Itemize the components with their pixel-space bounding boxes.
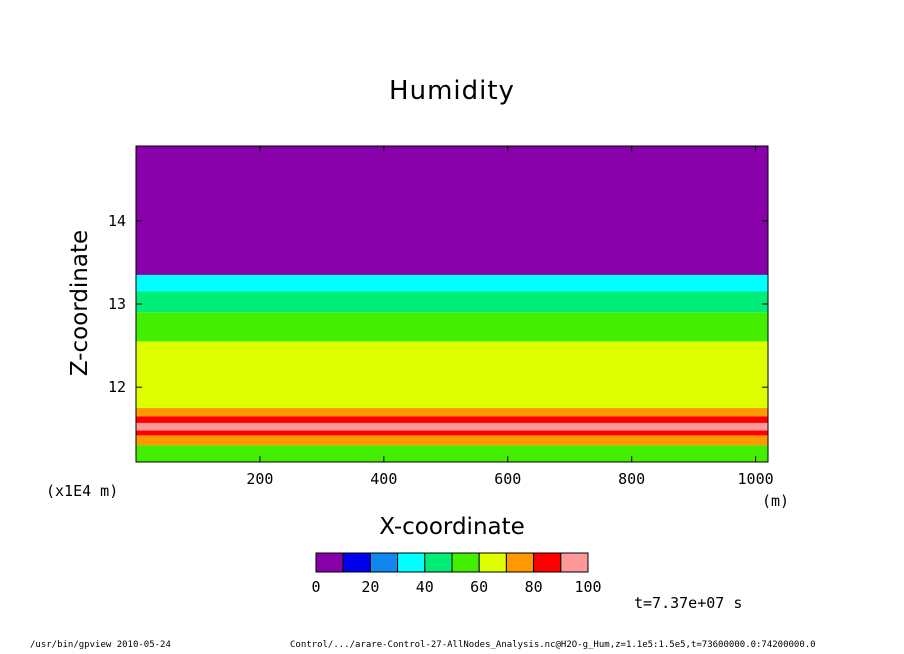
x-scale-note: (x1E4 m) bbox=[46, 482, 119, 500]
humidity-layer bbox=[136, 312, 768, 342]
colorbar-tick-label: 20 bbox=[361, 578, 379, 596]
y-axis-label: Z-coordinate bbox=[67, 229, 93, 377]
humidity-layer bbox=[136, 435, 768, 446]
x-tick-label: 600 bbox=[494, 470, 521, 488]
humidity-layer bbox=[136, 416, 768, 423]
footer-program: /usr/bin/gpview 2010-05-24 bbox=[30, 640, 171, 650]
colorbar-tick-label: 100 bbox=[574, 578, 601, 596]
colorbar: 0 20 40 60 80 100 bbox=[311, 552, 602, 596]
humidity-layer bbox=[136, 430, 768, 436]
y-axis: 12 13 14 bbox=[108, 212, 768, 396]
colorbar-swatch bbox=[478, 552, 507, 573]
colorbar-tick-label: 80 bbox=[525, 578, 543, 596]
humidity-layer bbox=[136, 407, 768, 417]
x-unit-label: (m) bbox=[762, 492, 790, 510]
x-axis: 200 400 600 800 1000 bbox=[246, 146, 774, 488]
colorbar-swatch bbox=[342, 552, 371, 573]
humidity-field bbox=[136, 146, 768, 462]
colorbar-swatch bbox=[505, 552, 535, 573]
y-tick-label: 12 bbox=[108, 378, 126, 396]
humidity-layer bbox=[136, 146, 768, 275]
colorbar-tick-label: 40 bbox=[416, 578, 434, 596]
colorbar-swatch bbox=[397, 552, 426, 573]
x-tick-label: 400 bbox=[370, 470, 397, 488]
colorbar-swatch bbox=[369, 552, 399, 573]
humidity-layer bbox=[136, 274, 768, 292]
colorbar-swatch bbox=[424, 552, 453, 573]
x-tick-label: 800 bbox=[618, 470, 645, 488]
x-tick-label: 200 bbox=[246, 470, 273, 488]
colorbar-swatch bbox=[560, 552, 589, 573]
colorbar-swatch bbox=[533, 552, 562, 573]
footer-source: Control/.../arare-Control-27-AllNodes_An… bbox=[290, 640, 816, 650]
humidity-layer bbox=[136, 291, 768, 313]
humidity-layer bbox=[136, 341, 768, 408]
chart-title: Humidity bbox=[389, 76, 515, 106]
colorbar-tick-label: 0 bbox=[311, 578, 320, 596]
colorbar-swatch bbox=[315, 552, 344, 573]
colorbar-swatch bbox=[451, 552, 480, 573]
humidity-layer bbox=[136, 445, 768, 462]
time-annotation: t=7.37e+07 s bbox=[634, 594, 743, 612]
x-axis-label: X-coordinate bbox=[379, 514, 525, 540]
y-tick-label: 14 bbox=[108, 212, 126, 230]
colorbar-tick-label: 60 bbox=[470, 578, 488, 596]
humidity-layer bbox=[136, 422, 768, 431]
y-tick-label: 13 bbox=[108, 295, 126, 313]
x-tick-label: 1000 bbox=[738, 470, 774, 488]
